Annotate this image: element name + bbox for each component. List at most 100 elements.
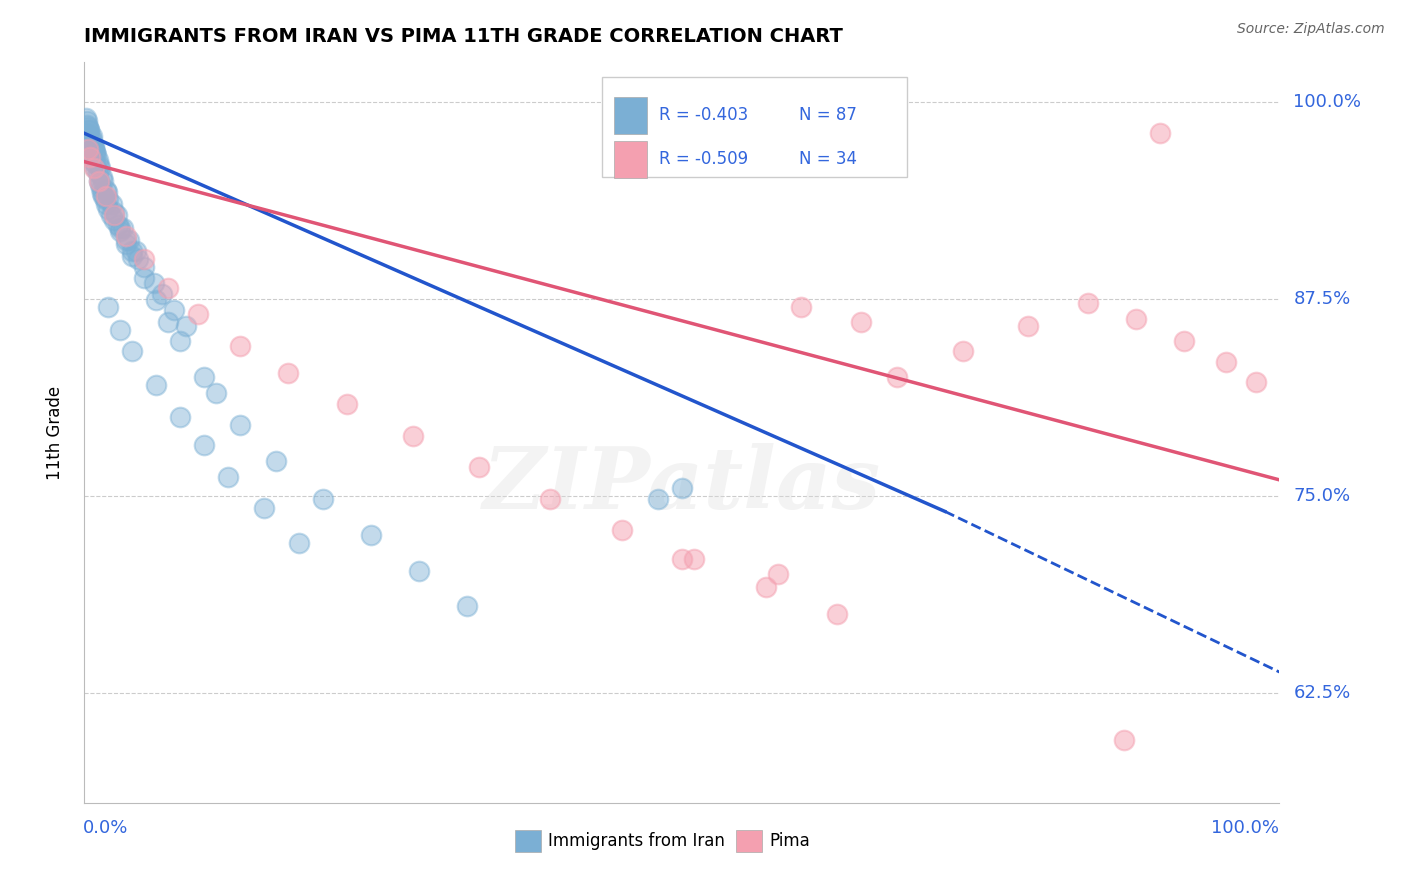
Point <box>647 491 669 506</box>
Text: ZIPatlas: ZIPatlas <box>482 442 882 526</box>
Point <box>79 134 101 148</box>
Point <box>277 366 299 380</box>
Point <box>115 228 138 243</box>
Point <box>75 111 97 125</box>
Text: 100.0%: 100.0% <box>1212 819 1279 837</box>
Point <box>360 528 382 542</box>
Point <box>90 181 112 195</box>
Point <box>253 501 276 516</box>
Text: Immigrants from Iran: Immigrants from Iran <box>548 832 725 850</box>
Point <box>77 139 100 153</box>
Bar <box>515 830 541 853</box>
Point <box>402 429 425 443</box>
Point <box>193 438 215 452</box>
Point <box>264 454 287 468</box>
Point <box>82 139 104 153</box>
Point <box>169 409 191 424</box>
Point <box>790 300 813 314</box>
Point <box>187 308 209 322</box>
Point <box>77 123 100 137</box>
Point <box>468 460 491 475</box>
Text: 75.0%: 75.0% <box>1294 487 1351 505</box>
Point <box>169 334 191 349</box>
Point <box>93 189 115 203</box>
Bar <box>735 830 762 853</box>
Point <box>87 173 110 187</box>
Point <box>86 158 108 172</box>
Point <box>142 276 165 290</box>
Point <box>94 189 117 203</box>
Bar <box>614 141 647 178</box>
Point <box>110 224 132 238</box>
Text: IMMIGRANTS FROM IRAN VS PIMA 11TH GRADE CORRELATION CHART: IMMIGRANTS FROM IRAN VS PIMA 11TH GRADE … <box>84 27 844 45</box>
Point <box>288 536 311 550</box>
Point <box>86 148 108 162</box>
Point <box>97 300 120 314</box>
Point <box>80 150 103 164</box>
Text: Pima: Pima <box>769 832 810 850</box>
Point <box>125 244 148 259</box>
Point <box>1149 126 1171 140</box>
Point <box>671 551 693 566</box>
Point <box>80 133 103 147</box>
Point <box>111 220 134 235</box>
Point <box>193 370 215 384</box>
FancyBboxPatch shape <box>602 78 907 178</box>
Point <box>1077 296 1099 310</box>
Point <box>540 491 562 506</box>
Point <box>110 323 132 337</box>
Point <box>229 417 252 432</box>
Point <box>1114 732 1136 747</box>
Point <box>827 607 849 621</box>
Point <box>83 161 105 175</box>
Point <box>1125 312 1147 326</box>
Point <box>115 236 138 251</box>
Point <box>79 145 101 160</box>
Point <box>93 173 115 187</box>
Point <box>229 339 252 353</box>
Point <box>76 126 98 140</box>
Point <box>77 142 100 156</box>
Point <box>766 567 789 582</box>
Text: R = -0.509: R = -0.509 <box>659 150 748 169</box>
Point <box>76 113 98 128</box>
Point <box>150 287 173 301</box>
Point <box>86 153 108 167</box>
Y-axis label: 11th Grade: 11th Grade <box>45 385 63 480</box>
Text: 0.0%: 0.0% <box>83 819 128 837</box>
Bar <box>614 96 647 134</box>
Point <box>612 523 634 537</box>
Point <box>107 218 129 232</box>
Point <box>103 205 125 219</box>
Point <box>217 469 239 483</box>
Point <box>952 343 974 358</box>
Point <box>97 202 120 216</box>
Text: 100.0%: 100.0% <box>1294 93 1361 111</box>
Point <box>94 197 117 211</box>
Point <box>132 252 156 267</box>
Point <box>97 193 120 207</box>
Point <box>145 293 167 308</box>
Point <box>456 599 478 613</box>
Point <box>110 220 132 235</box>
Point <box>1173 334 1195 349</box>
Point <box>408 564 430 578</box>
Point <box>84 161 107 175</box>
Point <box>886 370 908 384</box>
Point <box>79 129 101 144</box>
Point <box>83 154 105 169</box>
Point <box>103 208 125 222</box>
Point <box>174 318 197 333</box>
Point <box>1215 355 1237 369</box>
Point <box>91 170 114 185</box>
Point <box>89 177 111 191</box>
Point <box>77 120 100 134</box>
Point <box>121 244 143 259</box>
Point <box>86 166 108 180</box>
Point <box>77 134 100 148</box>
Point <box>87 158 110 172</box>
Point <box>132 260 156 275</box>
Point <box>671 481 693 495</box>
Point <box>76 119 98 133</box>
Text: 62.5%: 62.5% <box>1294 683 1351 701</box>
